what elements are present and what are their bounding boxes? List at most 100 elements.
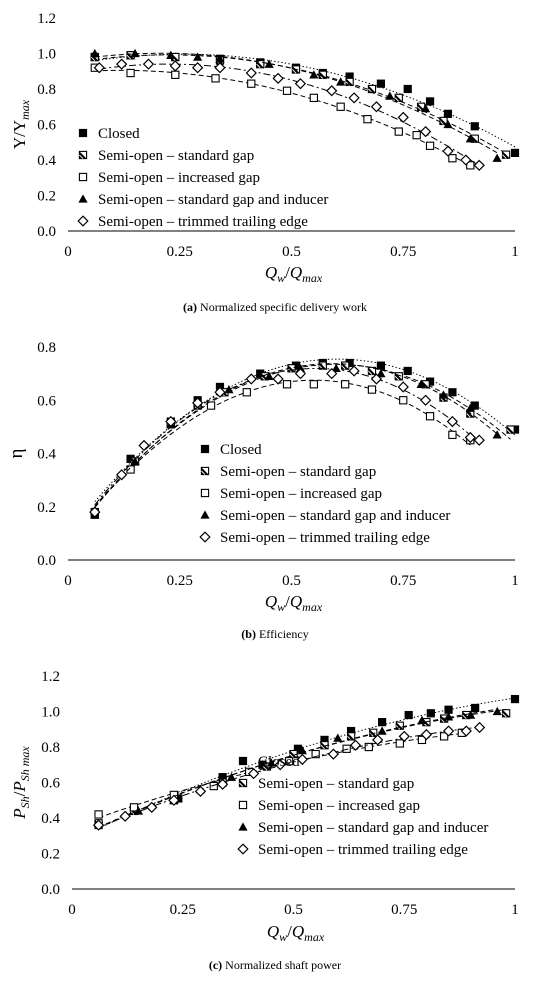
data-point: [282, 86, 292, 95]
series-5: [93, 58, 485, 171]
data-point: [460, 154, 472, 166]
x-axis-label: Qw/Qmax: [265, 263, 323, 285]
legend-marker: [238, 800, 248, 810]
x-tick-label: 0.25: [167, 573, 193, 589]
data-point: [169, 60, 181, 72]
legend-label: Semi-open – increased gap: [98, 170, 260, 186]
legend-label: Closed: [258, 754, 300, 770]
data-point: [448, 430, 457, 440]
data-point: [470, 122, 479, 131]
data-point: [372, 734, 384, 746]
panel-caption: (c) Normalized shaft power: [209, 958, 341, 972]
x-tick-label: 1: [511, 902, 519, 918]
data-point: [442, 725, 455, 737]
data-point: [397, 381, 409, 393]
series-3: [90, 63, 475, 170]
legend-item: Semi-open – standard gap and inducer: [78, 192, 328, 208]
legend-label: Semi-open – trimmed trailing edge: [98, 214, 308, 230]
data-point: [492, 706, 502, 716]
data-point: [256, 59, 265, 69]
y-tick-label: 0.4: [37, 447, 56, 463]
x-tick-label: 0.5: [282, 244, 301, 260]
x-tick-label: 0.75: [390, 573, 416, 589]
legend-marker: [78, 128, 88, 138]
data-point: [295, 363, 306, 372]
data-point: [146, 801, 158, 813]
data-point: [417, 735, 427, 745]
data-point: [309, 70, 319, 79]
data-point: [309, 380, 318, 389]
y-tick-label: 0.0: [41, 882, 60, 898]
trend-line: [94, 363, 511, 507]
data-point: [425, 141, 435, 150]
legend-marker: [238, 822, 248, 831]
trend-line: [99, 63, 480, 167]
data-point: [326, 85, 338, 97]
trend-line: [94, 379, 471, 508]
legend-item: Semi-open – increased gap: [78, 170, 260, 186]
data-point: [93, 62, 105, 74]
data-point: [364, 742, 373, 752]
legend-marker: [200, 510, 210, 519]
data-point: [264, 59, 274, 68]
y-tick-label: 1.0: [41, 705, 60, 721]
data-point: [89, 506, 101, 518]
data-point: [403, 84, 412, 94]
y-tick-label: 0.8: [41, 740, 60, 756]
legend-marker: [200, 444, 210, 454]
data-point: [226, 772, 237, 781]
data-point: [425, 412, 435, 421]
data-point: [399, 396, 408, 405]
x-tick-label: 1: [511, 244, 519, 260]
legend: Closed Semi-open – standard gap Semi-open …: [237, 754, 488, 858]
data-point: [501, 150, 511, 159]
data-point: [214, 62, 226, 74]
data-point: [130, 456, 140, 466]
data-point: [473, 434, 485, 446]
data-point: [425, 97, 435, 106]
data-point: [326, 367, 338, 380]
data-point: [394, 372, 403, 381]
data-point: [171, 70, 180, 79]
data-point: [369, 728, 378, 737]
y-tick-label: 0.8: [37, 340, 56, 356]
data-point: [129, 803, 139, 812]
series-4: [90, 48, 502, 162]
data-point: [320, 741, 329, 750]
legend-marker: [200, 488, 210, 498]
data-point: [327, 748, 340, 760]
data-point: [416, 379, 426, 388]
legend-marker: [77, 215, 89, 227]
x-tick-label: 0: [68, 902, 76, 918]
data-point: [370, 373, 383, 385]
data-point: [448, 388, 457, 397]
data-point: [333, 733, 343, 742]
data-point: [426, 709, 435, 718]
data-point: [376, 369, 386, 378]
data-point: [446, 415, 459, 428]
data-point: [266, 758, 276, 767]
y-tick-label: 0.8: [37, 82, 56, 98]
chart-panel-1: 0 0.25 0.5 0.75 1 0.0 0.2 0.4 0.6 0.8 1.0 1.2 Υ/Υmax…: [10, 11, 520, 314]
legend-label: Semi-open – standard gap: [98, 148, 254, 164]
legend-marker: [237, 843, 249, 855]
data-point: [367, 385, 377, 394]
y-tick-label: 0.2: [41, 847, 60, 863]
legend-marker: [200, 466, 210, 476]
data-point: [398, 730, 410, 742]
data-point: [340, 361, 350, 370]
data-point: [126, 68, 135, 78]
panel-caption: (a) Normalized specific delivery work: [183, 300, 367, 314]
y-tick-label: 0.2: [37, 500, 56, 516]
data-point: [420, 728, 433, 741]
data-point: [194, 785, 207, 798]
panel-caption: (b) Efficiency: [241, 627, 308, 641]
data-point: [211, 74, 220, 83]
data-point: [403, 366, 412, 376]
data-point: [377, 726, 387, 735]
x-tick-label: 1: [511, 573, 519, 589]
data-point: [510, 148, 520, 158]
data-point: [439, 732, 449, 741]
data-point: [465, 134, 475, 143]
